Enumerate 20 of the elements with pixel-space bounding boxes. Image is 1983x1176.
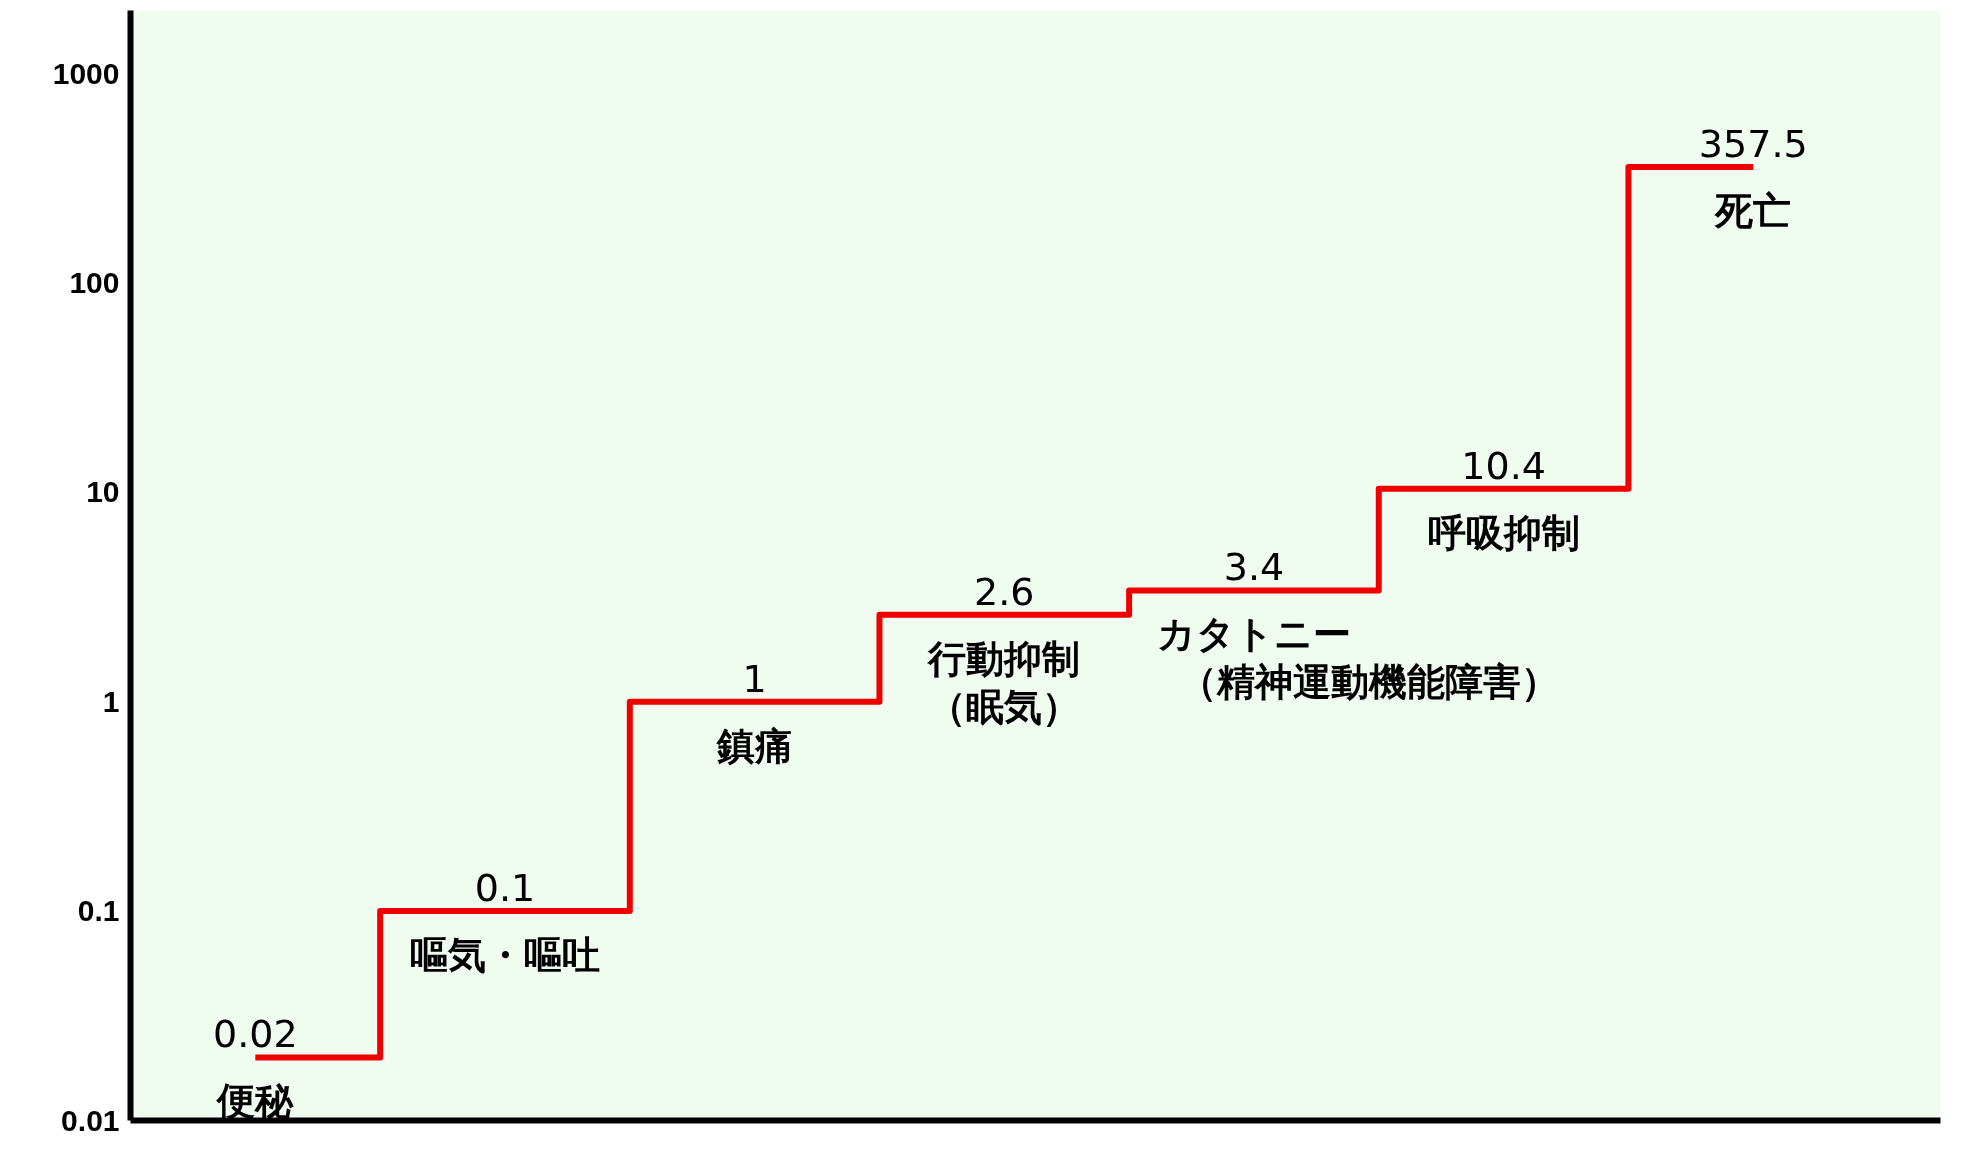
y-tick-label: 0.01 — [61, 1103, 120, 1137]
x-tick-label: 便秘 — [215, 1079, 295, 1124]
y-tick-label: 1 — [102, 684, 120, 718]
x-tick-label: 鎮痛 — [715, 723, 793, 768]
x-tick-label: 行動抑制（眠気） — [926, 636, 1081, 729]
data-label: 1 — [742, 656, 767, 701]
y-tick-label: 1000 — [52, 56, 120, 90]
data-label: 2.6 — [974, 569, 1035, 614]
x-tick-label: 嘔気・嘔吐 — [409, 933, 600, 978]
y-tick-label: 10 — [86, 475, 120, 509]
data-label: 0.02 — [213, 1012, 298, 1057]
y-tick-label: 100 — [69, 265, 120, 299]
data-label: 10.4 — [1461, 443, 1546, 488]
data-label: 0.1 — [474, 866, 536, 911]
data-label: 3.4 — [1223, 545, 1285, 590]
y-tick-label: 0.1 — [77, 894, 120, 928]
x-tick-label: カタトニー（精神運動機能障害） — [1156, 612, 1560, 705]
data-label: 357.5 — [1698, 122, 1808, 167]
x-tick-label: 呼吸抑制 — [1427, 510, 1580, 555]
x-tick-label: 死亡 — [1714, 189, 1792, 234]
